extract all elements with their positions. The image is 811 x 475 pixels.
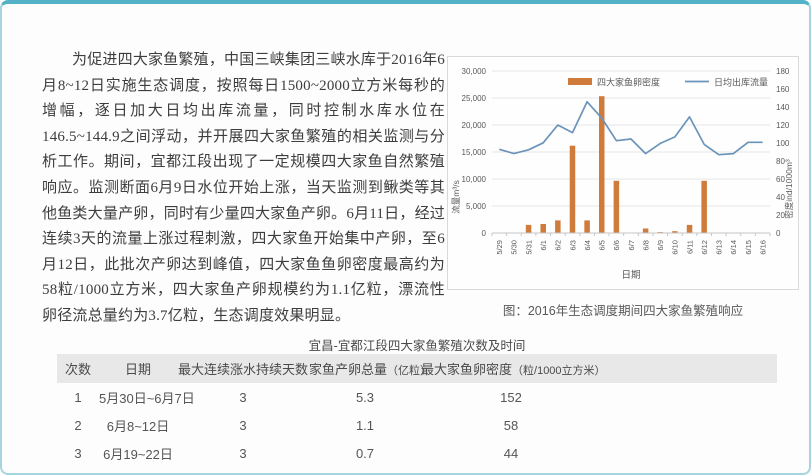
flow-line [499,100,763,156]
x-axis-label: 5/31 [524,240,533,255]
cell-date: 5月30日~6月7日 [99,390,195,406]
egg-density-bar [686,224,693,233]
left-axis-tick: 0 [482,229,487,238]
x-axis-title: 日期 [621,270,640,281]
egg-density-bar [569,145,576,233]
x-axis-label: 6/13 [715,240,724,255]
egg-density-bar [598,96,605,233]
right-axis-tick: 0 [776,229,781,238]
cell-egg-density: 58 [503,417,519,433]
left-axis-tick: 25,000 [462,94,487,103]
col-header-spacer [601,354,777,383]
legend-bar-label: 四大家鱼卵密度 [597,77,660,88]
right-axis-tick: 180 [776,67,790,76]
egg-density-bar [555,220,561,233]
x-axis-label: 6/5 [598,240,607,250]
cell-spacer [601,411,777,439]
cell-egg-total: 0.7 [355,445,375,461]
right-axis-title: 密度ind/1000m³ [784,159,794,219]
right-axis-tick: 160 [776,85,790,94]
cell-date: 6月8~12日 [106,418,170,434]
right-axis-tick: 40 [776,193,785,202]
col-header-egg-density: 最大家鱼卵密度（粒/1000立方米） [421,362,606,377]
cell-rise-days: 3 [239,445,247,461]
cell-rise-days: 3 [239,417,247,433]
x-axis-label: 6/2 [554,240,563,250]
left-axis-tick: 10,000 [462,175,487,184]
col-header-egg-total: 家鱼产卵总量（亿粒） [309,362,432,377]
cell-rise-days: 3 [239,389,247,405]
cell-spacer [601,383,777,411]
egg-density-bar [525,224,532,233]
x-axis-label: 6/15 [744,240,753,255]
x-axis-label: 6/12 [700,240,709,255]
cell-egg-total: 1.1 [355,417,375,433]
x-axis-label: 6/8 [641,240,650,250]
cell-egg-density: 152 [500,389,522,405]
table-row: 2 6月8~12日 3 1.1 58 [57,411,777,439]
left-axis-tick: 5,000 [466,202,487,211]
x-axis-label: 5/30 [510,240,519,255]
egg-density-bar [540,224,546,233]
egg-density-bar [642,228,649,233]
egg-density-bar [584,220,590,233]
x-axis-label: 6/7 [627,240,636,250]
table-title: 宜昌-宜都江段四大家鱼繁殖次数及时间 [308,339,526,353]
cell-count: 1 [74,389,82,405]
table-row: 1 5月30日~6月7日 3 5.3 152 [57,383,777,411]
legend-bar-swatch [568,78,592,85]
legend-line-label: 日均出库流量 [714,77,768,88]
x-axis-label: 6/14 [729,240,738,255]
table-header-row: 次数 日期 最大连续涨水持续天数 家鱼产卵总量（亿粒） 最大家鱼卵密度（粒/10… [57,354,777,383]
left-axis-tick: 15,000 [462,148,487,157]
x-axis-label: 6/10 [671,240,680,255]
chart-caption: 图：2016年生态调度期间四大家鱼繁殖响应 [502,304,744,318]
table-row: 3 6月19~22日 3 0.7 44 [57,439,777,467]
right-axis-tick: 60 [776,175,785,184]
x-axis-label: 6/9 [656,240,665,250]
col-header-rise-days: 最大连续涨水持续天数 [177,362,308,377]
right-axis-tick: 120 [776,121,790,130]
body-text: 为促进四大家鱼繁殖，中国三峡集团三峡水库于2016年6月8~12日实施生态调度，… [42,52,445,324]
x-axis-label: 6/6 [612,240,621,250]
egg-density-bar [613,180,620,233]
x-axis-label: 6/11 [685,240,694,254]
x-axis-label: 5/29 [495,240,504,255]
x-axis-label: 6/16 [758,240,767,255]
chart-canvas: 0 5,000 10,000 15,000 20,000 25,000 30,000 0 20 4… [451,67,794,281]
right-axis-tick: 100 [776,139,790,148]
col-header-count: 次数 [64,362,91,377]
egg-density-bar [672,231,678,233]
x-axis-label: 6/1 [539,240,548,250]
cell-count: 3 [74,445,82,461]
left-axis-tick: 30,000 [462,67,487,76]
egg-density-bar [701,180,707,233]
left-axis-title: 流量m³/s [451,180,461,214]
cell-count: 2 [74,417,82,433]
reproduction-chart: 0 5,000 10,000 15,000 20,000 25,000 30,000 0 20 4… [447,56,799,290]
cell-spacer [601,439,777,467]
x-axis-label: 6/4 [583,240,592,250]
breeding-table: 次数 日期 最大连续涨水持续天数 家鱼产卵总量（亿粒） 最大家鱼卵密度（粒/10… [57,354,777,467]
x-axis-label: 6/3 [568,240,577,250]
right-axis-tick: 80 [776,157,785,166]
left-axis-tick: 20,000 [462,121,487,130]
right-axis-tick: 140 [776,103,790,112]
right-axis-tick: 20 [776,211,785,220]
col-header-date: 日期 [124,362,151,377]
cell-date: 6月19~22日 [103,446,173,462]
cell-egg-total: 5.3 [355,389,375,405]
cell-egg-density: 44 [503,445,519,461]
